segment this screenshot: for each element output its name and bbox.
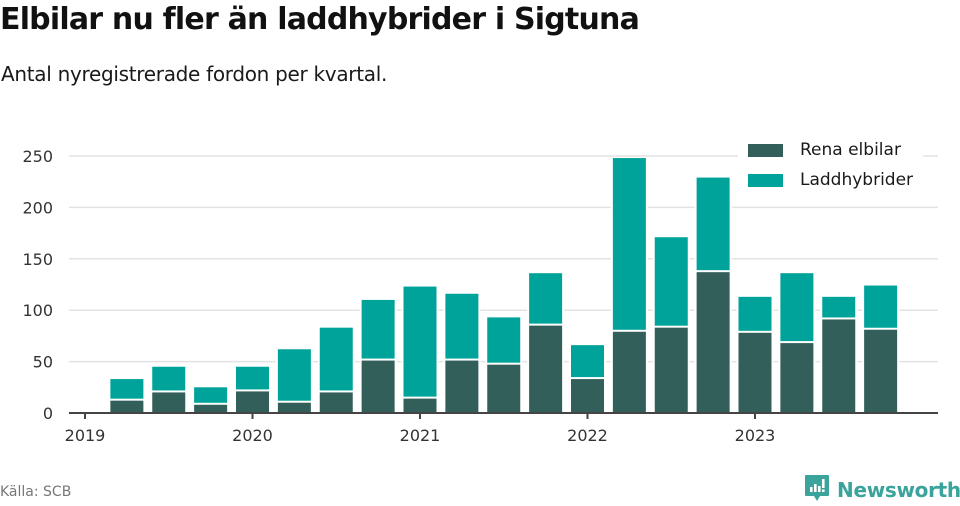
bar-stack (401, 285, 439, 413)
bar-stack (736, 295, 774, 413)
bar-segment-elbilar (445, 360, 479, 413)
bar-stack (108, 378, 146, 413)
bar-segment-elbilar (403, 398, 437, 413)
bar-segment-elbilar (529, 325, 563, 413)
bar-segment-elbilar (152, 392, 186, 413)
bar-stack (652, 236, 690, 413)
y-tick-label: 200 (22, 198, 53, 217)
bar-stack (694, 176, 732, 413)
bar-segment-elbilar (194, 404, 228, 413)
bar-stack (443, 292, 481, 413)
legend-item-rena-elbilar: Rena elbilar (748, 135, 913, 165)
source-note: Källa: SCB (0, 484, 72, 500)
bar-stack (527, 272, 565, 413)
bar-segment-laddhybrider (738, 296, 772, 331)
bar-segment-laddhybrider (445, 293, 479, 359)
y-tick-label: 100 (22, 301, 53, 320)
x-tick-label: 2021 (400, 426, 441, 445)
bar-stack (150, 365, 188, 413)
y-axis-ticks: 0 50 100 150 200 250 (22, 147, 53, 423)
bar-segment-elbilar (571, 379, 604, 413)
y-tick-label: 50 (33, 353, 53, 372)
bar-segment-elbilar (654, 327, 688, 413)
bar-stack (275, 348, 313, 413)
bar-segment-laddhybrider (487, 317, 521, 363)
bar-segment-elbilar (822, 319, 856, 413)
legend-swatch-elbilar (748, 143, 783, 157)
bar-segment-laddhybrider (236, 366, 269, 390)
bar-stack (820, 295, 858, 413)
bar-segment-elbilar (361, 360, 395, 413)
legend: Rena elbilar Laddhybrider (738, 133, 924, 199)
bar-stack (485, 316, 523, 413)
bar-segment-laddhybrider (361, 299, 395, 359)
x-tick-label: 2020 (232, 426, 273, 445)
bar-segment-elbilar (696, 272, 730, 413)
y-tick-label: 0 (43, 404, 53, 423)
bar-segment-elbilar (612, 331, 646, 413)
bar-segment-elbilar (236, 391, 269, 413)
legend-label: Laddhybrider (800, 170, 914, 190)
legend-item-laddhybrider: Laddhybrider (748, 165, 913, 195)
newsworthy-logo[interactable]: Newsworthy (804, 474, 960, 506)
bar-segment-laddhybrider (319, 327, 353, 391)
bar-segment-laddhybrider (612, 158, 646, 330)
bar-stack (234, 365, 271, 413)
bar-segment-elbilar (277, 402, 311, 413)
bar-segment-elbilar (780, 343, 814, 413)
bar-segment-elbilar (319, 392, 353, 413)
chart-title: Elbilar nu fler än laddhybrider i Sigtun… (0, 2, 640, 37)
x-tick-label: 2022 (567, 426, 608, 445)
brand-name: Newsworthy (837, 478, 960, 502)
bar-segment-laddhybrider (571, 345, 604, 378)
legend-label: Rena elbilar (800, 140, 901, 160)
bar-segment-laddhybrider (780, 273, 814, 342)
bar-stack (317, 326, 355, 413)
bar-segment-laddhybrider (654, 237, 688, 326)
y-tick-label: 250 (22, 147, 53, 166)
bar-segment-laddhybrider (529, 273, 563, 324)
bar-stack (778, 272, 816, 413)
bar-segment-elbilar (487, 364, 521, 413)
x-tick-label: 2023 (735, 426, 776, 445)
y-tick-label: 150 (22, 250, 53, 269)
bar-segment-elbilar (864, 329, 898, 413)
bar-segment-laddhybrider (194, 387, 228, 403)
x-axis: 2019 2020 2021 2022 2023 (65, 412, 938, 445)
bar-segment-laddhybrider (822, 296, 856, 318)
bar-stack (359, 298, 397, 413)
x-tick-label: 2019 (65, 426, 106, 445)
bar-segment-elbilar (738, 332, 772, 413)
bar-chart-speech-bubble-icon (804, 474, 830, 506)
bar-segment-laddhybrider (403, 286, 437, 397)
chart-subtitle: Antal nyregistrerade fordon per kvartal. (1, 62, 388, 86)
bar-segment-laddhybrider (277, 349, 311, 401)
bar-segment-laddhybrider (864, 285, 898, 328)
bar-stack (610, 157, 648, 413)
bar-stack (569, 344, 606, 413)
bar-segment-laddhybrider (696, 177, 730, 271)
bar-stack (862, 284, 900, 413)
bar-stack (192, 386, 230, 413)
bar-segment-laddhybrider (152, 366, 186, 391)
bar-segment-elbilar (110, 400, 144, 413)
bars (108, 157, 900, 413)
legend-swatch-laddhybrider (748, 173, 783, 187)
bar-segment-laddhybrider (110, 379, 144, 399)
